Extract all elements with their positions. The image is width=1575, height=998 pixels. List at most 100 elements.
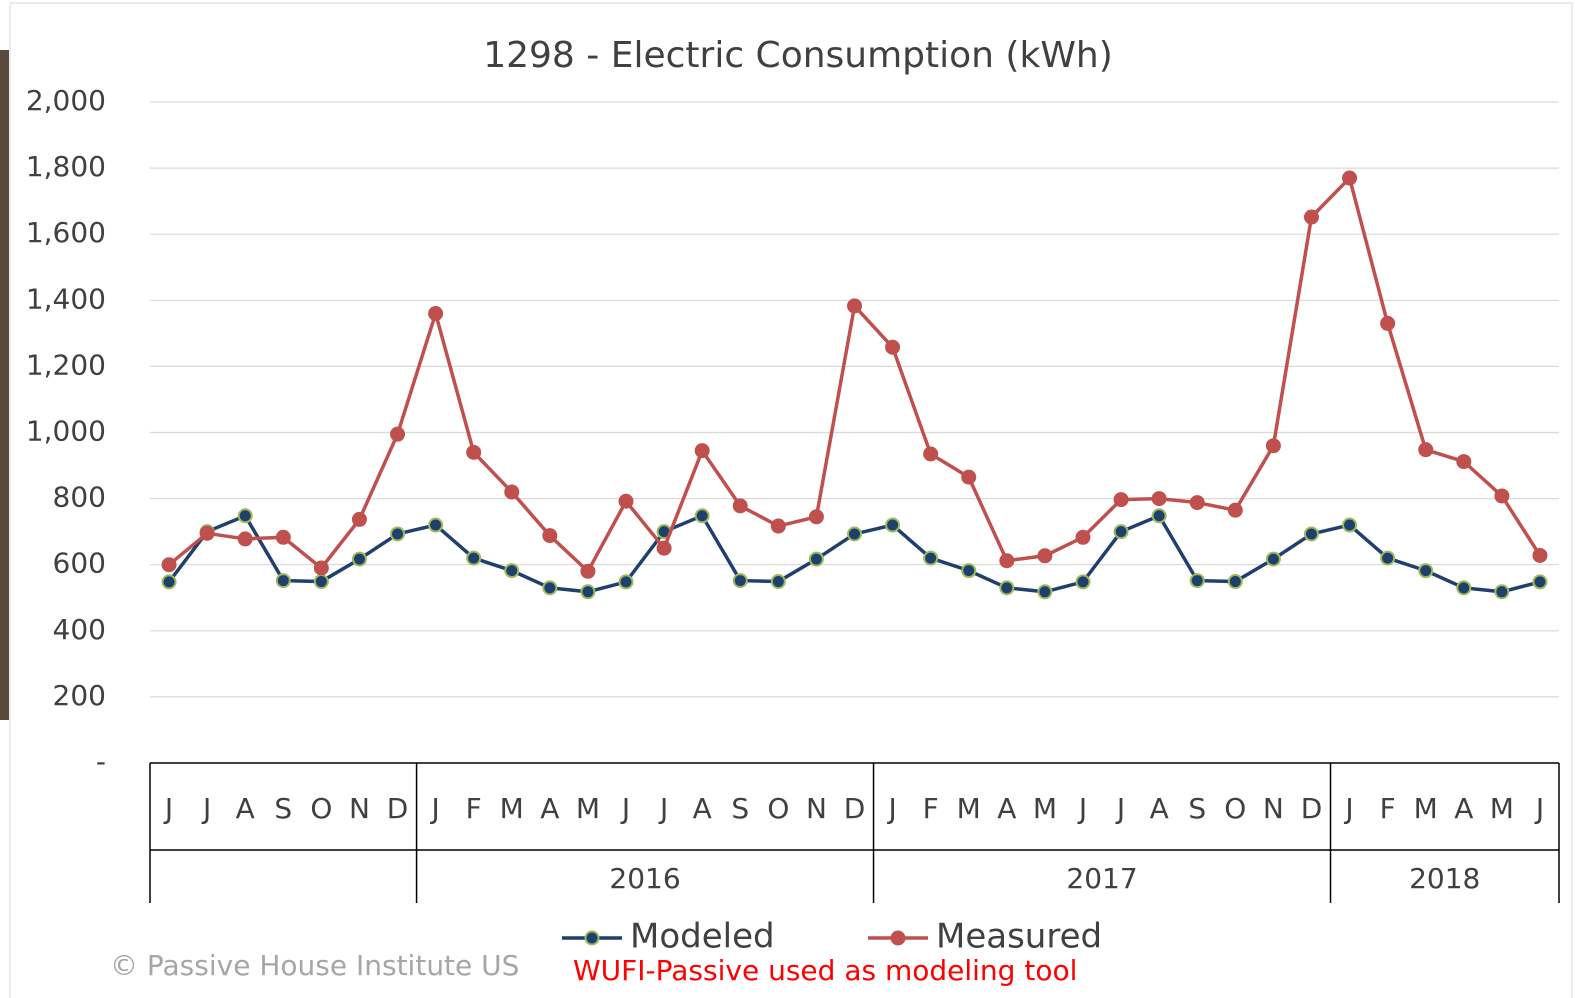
data-point [1418,563,1434,579]
data-point [770,574,786,590]
data-point [732,498,748,514]
data-point [580,584,596,600]
x-tick-label: J [163,792,173,825]
legend-marker [890,930,906,946]
data-point [1342,170,1358,186]
x-tick-label: O [1224,792,1246,825]
x-tick-label: J [1115,792,1125,825]
x-tick-label: J [886,792,896,825]
data-point [1075,574,1091,590]
x-tick-label: J [201,792,211,825]
x-tick-label: D [387,792,409,825]
x-tick-label: J [429,792,439,825]
x-tick-label: A [997,792,1016,825]
data-point [1189,573,1205,589]
data-point [885,517,901,533]
data-point [847,526,862,542]
x-tick-label: J [1077,792,1087,825]
data-point [1456,454,1472,470]
x-group-label: 2016 [609,862,680,895]
x-tick-label: A [1150,792,1169,825]
data-point [694,443,710,459]
x-tick-label: O [310,792,332,825]
x-group-label: 2018 [1409,862,1480,895]
y-tick-label: 600 [53,547,106,580]
x-tick-label: A [1454,792,1473,825]
data-point [1113,492,1129,508]
x-tick-label: N [349,792,370,825]
x-tick-label: N [806,792,827,825]
photo-edge [0,50,9,720]
data-point [694,508,710,524]
data-point [1227,502,1243,518]
x-tick-label: A [540,792,559,825]
data-point [542,528,558,544]
data-point [1113,524,1129,540]
x-tick-label: O [767,792,789,825]
data-point [1380,550,1396,566]
data-point [1265,438,1281,454]
y-tick-label: 1,200 [26,348,106,381]
x-tick-label: F [1380,792,1396,825]
data-point [1151,508,1167,524]
y-tick-label: 800 [53,481,106,514]
y-tick-label: 200 [53,679,106,712]
data-point [732,573,748,589]
data-point [351,551,367,567]
data-point [1532,574,1548,590]
data-point [504,563,520,579]
legend-label: Measured [936,917,1102,957]
x-group-label: 2017 [1066,862,1137,895]
x-tick-label: S [1188,792,1206,825]
y-tick-label: - [96,745,106,778]
data-point [1303,209,1319,225]
data-point [580,563,596,579]
data-point [1075,529,1091,545]
data-point [161,557,177,573]
data-point [961,563,977,579]
chart-frame [9,2,1573,998]
chart-title: 1298 - Electric Consumption (kWh) [483,35,1113,76]
data-point [313,574,329,590]
y-tick-label: 1,800 [26,150,106,183]
data-point [351,511,367,527]
data-point [1189,495,1205,511]
x-tick-label: J [658,792,668,825]
x-tick-label: M [576,792,600,825]
data-point [1532,547,1548,563]
x-tick-label: S [731,792,749,825]
data-point [847,298,862,314]
x-tick-label: M [957,792,981,825]
data-point [923,550,939,566]
x-tick-label: F [923,792,939,825]
credit: © Passive House Institute US [110,949,519,982]
data-point [542,580,558,596]
data-point [1494,584,1510,600]
x-tick-label: J [620,792,630,825]
data-point [237,508,253,524]
data-point [1456,580,1472,596]
data-point [1342,517,1358,533]
x-tick-label: D [1301,792,1323,825]
data-point [1303,526,1319,542]
data-point [1151,491,1167,507]
data-point [808,509,824,525]
data-point [199,525,215,541]
data-point [466,550,482,566]
data-point [1494,488,1510,504]
x-tick-label: M [1033,792,1057,825]
data-point [656,540,672,556]
data-point [428,306,444,322]
data-point [466,444,482,460]
data-point [390,526,406,542]
legend-marker [584,930,600,946]
x-tick-label: M [500,792,524,825]
data-point [275,529,291,545]
data-point [313,560,329,576]
x-tick-label: F [466,792,482,825]
data-point [999,553,1015,569]
y-tick-label: 400 [53,613,106,646]
data-point [885,339,901,355]
data-point [237,531,253,547]
